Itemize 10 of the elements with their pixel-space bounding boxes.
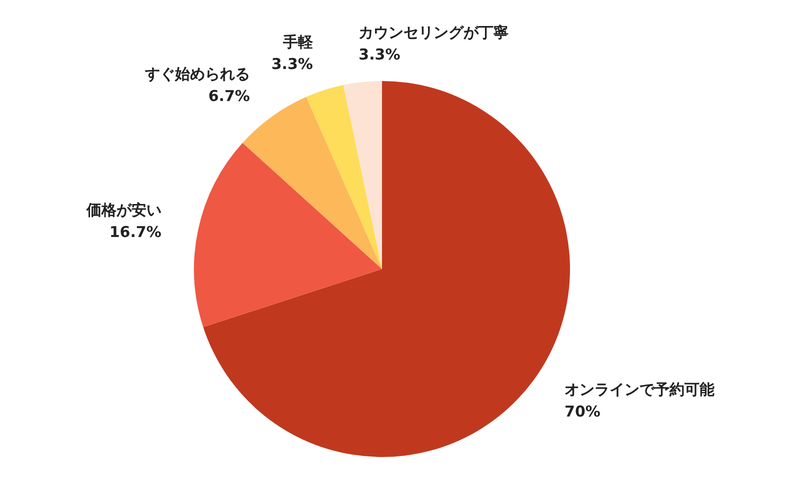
data-label: 3.3% — [271, 55, 313, 74]
data-label: 3.3% — [358, 46, 400, 64]
slice-label: オンラインで予約可能 — [564, 380, 716, 398]
slice-label: 価格が安い — [85, 200, 162, 219]
data-label: 70% — [564, 402, 600, 420]
data-label: 6.7% — [208, 86, 250, 105]
data-label: 16.7% — [109, 222, 162, 241]
slice-label: すぐ始められる — [144, 64, 250, 83]
slice-label: カウンセリングが丁寧 — [358, 24, 509, 42]
slice-label: 手軽 — [282, 33, 314, 52]
